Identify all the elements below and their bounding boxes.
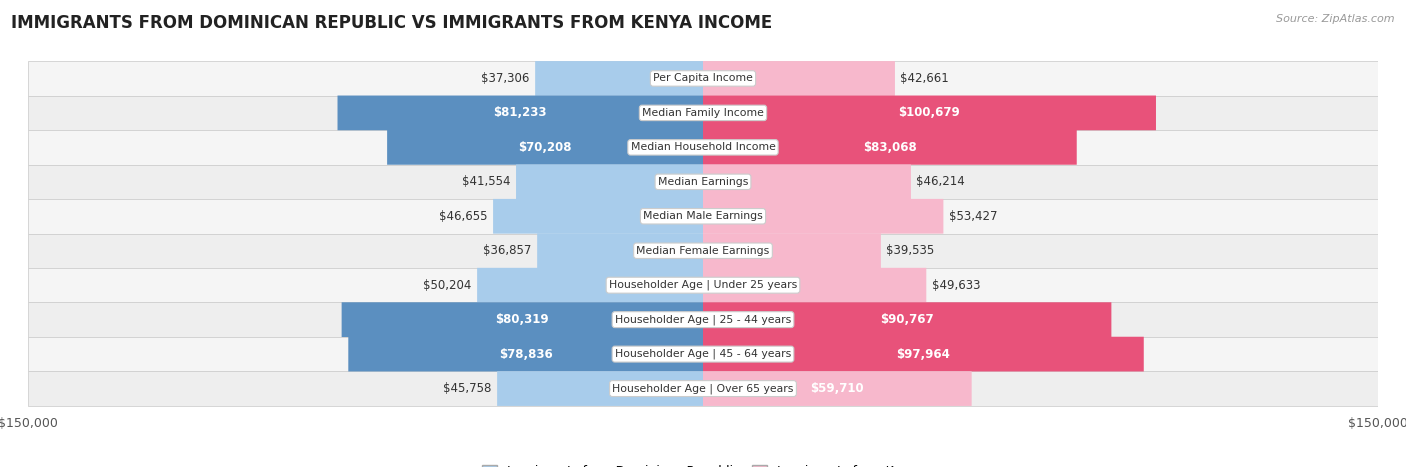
Text: IMMIGRANTS FROM DOMINICAN REPUBLIC VS IMMIGRANTS FROM KENYA INCOME: IMMIGRANTS FROM DOMINICAN REPUBLIC VS IM… bbox=[11, 14, 772, 32]
FancyBboxPatch shape bbox=[703, 371, 972, 406]
FancyBboxPatch shape bbox=[516, 164, 703, 199]
Text: $100,679: $100,679 bbox=[898, 106, 960, 120]
Text: $81,233: $81,233 bbox=[494, 106, 547, 120]
Text: $59,710: $59,710 bbox=[810, 382, 865, 395]
FancyBboxPatch shape bbox=[703, 164, 911, 199]
Text: $46,655: $46,655 bbox=[439, 210, 488, 223]
FancyBboxPatch shape bbox=[537, 234, 703, 268]
Text: $80,319: $80,319 bbox=[495, 313, 550, 326]
FancyBboxPatch shape bbox=[498, 371, 703, 406]
FancyBboxPatch shape bbox=[28, 130, 1378, 164]
Text: Householder Age | 45 - 64 years: Householder Age | 45 - 64 years bbox=[614, 349, 792, 359]
FancyBboxPatch shape bbox=[477, 268, 703, 303]
FancyBboxPatch shape bbox=[28, 96, 1378, 130]
FancyBboxPatch shape bbox=[28, 268, 1378, 303]
Text: $97,964: $97,964 bbox=[897, 347, 950, 361]
Text: $83,068: $83,068 bbox=[863, 141, 917, 154]
Text: Householder Age | Under 25 years: Householder Age | Under 25 years bbox=[609, 280, 797, 290]
FancyBboxPatch shape bbox=[349, 337, 703, 371]
Text: $78,836: $78,836 bbox=[499, 347, 553, 361]
Text: Median Female Earnings: Median Female Earnings bbox=[637, 246, 769, 256]
Text: $37,306: $37,306 bbox=[481, 72, 530, 85]
Text: Median Male Earnings: Median Male Earnings bbox=[643, 211, 763, 221]
FancyBboxPatch shape bbox=[337, 96, 703, 130]
FancyBboxPatch shape bbox=[342, 302, 703, 337]
FancyBboxPatch shape bbox=[28, 303, 1378, 337]
FancyBboxPatch shape bbox=[28, 164, 1378, 199]
FancyBboxPatch shape bbox=[703, 337, 1143, 371]
FancyBboxPatch shape bbox=[703, 302, 1111, 337]
Text: Median Family Income: Median Family Income bbox=[643, 108, 763, 118]
Text: Median Earnings: Median Earnings bbox=[658, 177, 748, 187]
Text: $39,535: $39,535 bbox=[886, 244, 935, 257]
Text: $36,857: $36,857 bbox=[484, 244, 531, 257]
FancyBboxPatch shape bbox=[703, 61, 896, 96]
Text: $42,661: $42,661 bbox=[900, 72, 949, 85]
Text: Median Household Income: Median Household Income bbox=[630, 142, 776, 152]
Text: $90,767: $90,767 bbox=[880, 313, 934, 326]
Text: Per Capita Income: Per Capita Income bbox=[652, 73, 754, 84]
Text: $53,427: $53,427 bbox=[949, 210, 997, 223]
Text: $45,758: $45,758 bbox=[443, 382, 492, 395]
FancyBboxPatch shape bbox=[28, 199, 1378, 234]
Text: Householder Age | Over 65 years: Householder Age | Over 65 years bbox=[612, 383, 794, 394]
FancyBboxPatch shape bbox=[703, 268, 927, 303]
Text: $46,214: $46,214 bbox=[917, 175, 965, 188]
FancyBboxPatch shape bbox=[536, 61, 703, 96]
FancyBboxPatch shape bbox=[387, 130, 703, 165]
Text: $50,204: $50,204 bbox=[423, 279, 472, 292]
FancyBboxPatch shape bbox=[28, 61, 1378, 96]
FancyBboxPatch shape bbox=[28, 234, 1378, 268]
Text: $41,554: $41,554 bbox=[463, 175, 510, 188]
Text: $70,208: $70,208 bbox=[519, 141, 572, 154]
FancyBboxPatch shape bbox=[28, 371, 1378, 406]
FancyBboxPatch shape bbox=[28, 337, 1378, 371]
FancyBboxPatch shape bbox=[703, 234, 882, 268]
FancyBboxPatch shape bbox=[703, 96, 1156, 130]
FancyBboxPatch shape bbox=[494, 199, 703, 234]
Legend: Immigrants from Dominican Republic, Immigrants from Kenya: Immigrants from Dominican Republic, Immi… bbox=[477, 460, 929, 467]
Text: Source: ZipAtlas.com: Source: ZipAtlas.com bbox=[1277, 14, 1395, 24]
Text: $49,633: $49,633 bbox=[932, 279, 980, 292]
Text: Householder Age | 25 - 44 years: Householder Age | 25 - 44 years bbox=[614, 314, 792, 325]
FancyBboxPatch shape bbox=[703, 130, 1077, 165]
FancyBboxPatch shape bbox=[703, 199, 943, 234]
